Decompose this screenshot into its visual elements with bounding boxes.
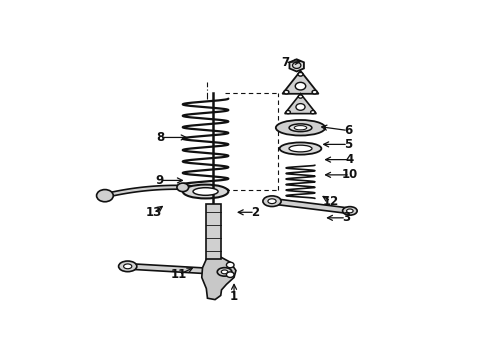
Polygon shape (285, 94, 316, 114)
Ellipse shape (183, 185, 228, 198)
Ellipse shape (119, 261, 137, 272)
Ellipse shape (294, 126, 307, 130)
Ellipse shape (289, 145, 312, 152)
Ellipse shape (280, 143, 321, 155)
Circle shape (226, 262, 234, 268)
Ellipse shape (221, 270, 228, 274)
Circle shape (284, 90, 289, 94)
Circle shape (298, 72, 303, 76)
Text: 9: 9 (156, 174, 164, 187)
Polygon shape (104, 185, 183, 198)
Ellipse shape (276, 120, 325, 135)
Circle shape (312, 90, 317, 94)
Circle shape (286, 111, 291, 114)
Text: 12: 12 (323, 195, 339, 208)
Polygon shape (127, 264, 225, 275)
Circle shape (177, 183, 189, 192)
Text: 2: 2 (251, 206, 259, 219)
Ellipse shape (123, 264, 132, 269)
Text: 3: 3 (342, 211, 350, 224)
Text: 4: 4 (346, 153, 354, 166)
Circle shape (296, 104, 305, 110)
Polygon shape (282, 71, 318, 94)
Text: 7: 7 (281, 56, 290, 69)
Text: 11: 11 (171, 268, 187, 281)
Ellipse shape (193, 188, 218, 195)
Ellipse shape (268, 199, 276, 204)
Polygon shape (202, 257, 236, 300)
Circle shape (311, 111, 315, 114)
Circle shape (226, 272, 234, 278)
Ellipse shape (217, 267, 232, 276)
Text: 10: 10 (342, 168, 358, 181)
Polygon shape (271, 198, 350, 213)
Polygon shape (206, 204, 220, 260)
Text: 1: 1 (230, 290, 238, 303)
Text: 8: 8 (156, 131, 164, 144)
Circle shape (97, 190, 113, 202)
Text: 5: 5 (344, 138, 352, 151)
Ellipse shape (346, 209, 353, 213)
Text: 6: 6 (344, 124, 352, 137)
Ellipse shape (289, 124, 312, 132)
Ellipse shape (263, 196, 281, 207)
Circle shape (298, 95, 303, 98)
Polygon shape (290, 59, 304, 72)
Ellipse shape (343, 207, 357, 215)
Circle shape (295, 82, 306, 90)
Text: 13: 13 (146, 206, 162, 219)
